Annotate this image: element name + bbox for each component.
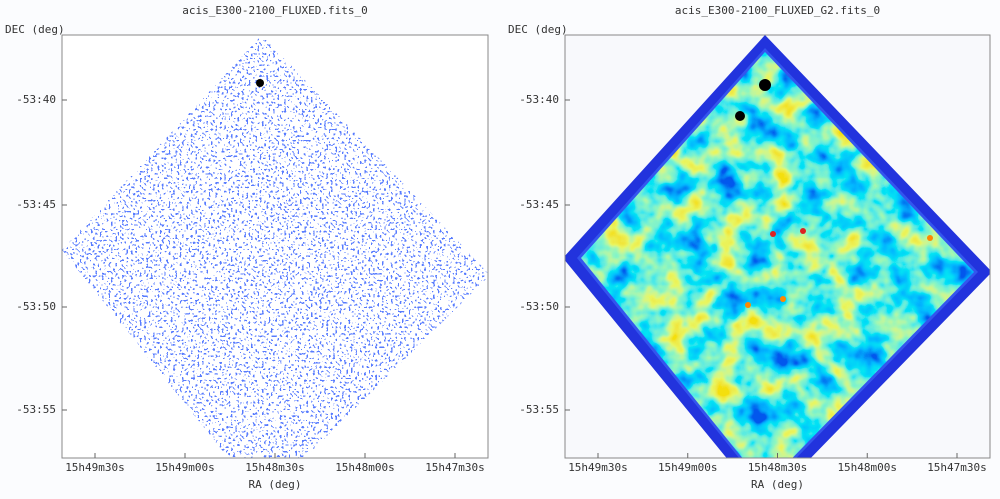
- panel-title: acis_E300-2100_FLUXED_G2.fits_0: [675, 4, 880, 17]
- y-tick-label: -53:45: [16, 198, 56, 211]
- x-tick-label: 15h47m30s: [927, 461, 987, 474]
- panel-title: acis_E300-2100_FLUXED.fits_0: [182, 4, 367, 17]
- x-tick-label: 15h48m00s: [837, 461, 897, 474]
- x-tick-label: 15h48m30s: [748, 461, 808, 474]
- x-tick-label: 15h48m30s: [245, 461, 305, 474]
- y-tick-label: -53:45: [519, 198, 559, 211]
- y-axis-label: DEC (deg): [508, 23, 568, 36]
- y-tick-label: -53:55: [519, 403, 559, 416]
- y-axis-label: DEC (deg): [5, 23, 65, 36]
- y-tick-label: -53:40: [519, 93, 559, 106]
- x-tick-label: 15h49m30s: [568, 461, 628, 474]
- x-axis-label: RA (deg): [249, 478, 302, 491]
- y-tick-label: -53:55: [16, 403, 56, 416]
- image-right: [565, 35, 990, 458]
- x-tick-label: 15h47m30s: [425, 461, 485, 474]
- y-tick-label: -53:50: [519, 300, 559, 313]
- x-tick-label: 15h48m00s: [335, 461, 395, 474]
- x-tick-label: 15h49m00s: [658, 461, 718, 474]
- image-left: [62, 35, 488, 458]
- x-tick-label: 15h49m30s: [65, 461, 125, 474]
- y-tick-label: -53:40: [16, 93, 56, 106]
- y-tick-label: -53:50: [16, 300, 56, 313]
- x-tick-label: 15h49m00s: [155, 461, 215, 474]
- x-axis-label: RA (deg): [751, 478, 804, 491]
